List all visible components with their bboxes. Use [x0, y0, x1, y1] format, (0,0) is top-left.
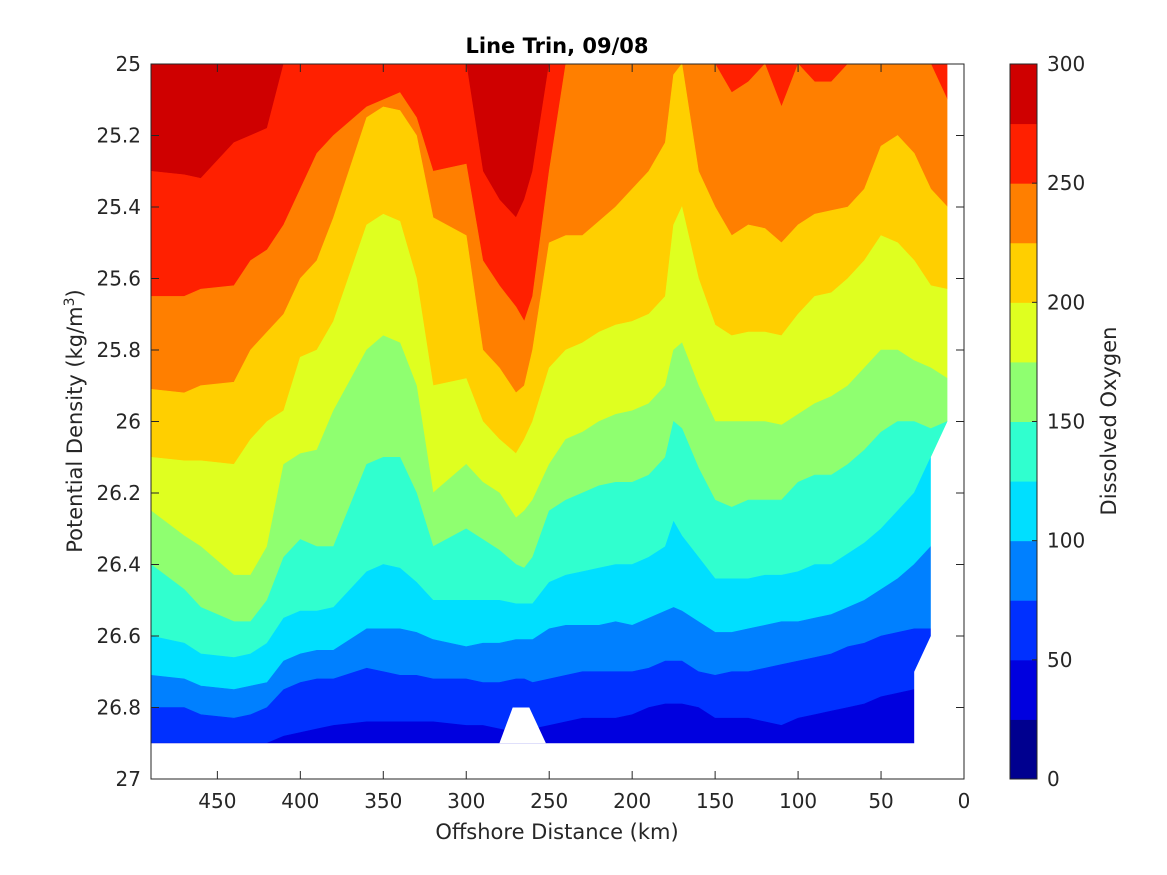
colorbar-swatch — [1010, 361, 1037, 422]
x-tick-label: 400 — [281, 789, 319, 813]
y-tick-label: 26.6 — [96, 624, 141, 648]
y-tick-label: 25.4 — [96, 195, 141, 219]
colorbar-swatch — [1010, 540, 1037, 601]
x-axis: 450 400 350 300 250 200 150 100 50 0 — [198, 64, 970, 813]
colorbar-tick-label: 300 — [1047, 52, 1085, 76]
y-tick-label: 26.4 — [96, 553, 141, 577]
y-tick-label: 25.2 — [96, 124, 141, 148]
colorbar-swatch — [1010, 659, 1037, 720]
x-tick-label: 200 — [613, 789, 651, 813]
colorbar-swatch — [1010, 123, 1037, 184]
no-data-region-bottom — [151, 743, 964, 779]
colorbar-swatch — [1010, 421, 1037, 482]
colorbar-swatch — [1010, 481, 1037, 542]
y-tick-label: 26 — [116, 410, 141, 434]
colorbar-tick-label: 50 — [1047, 648, 1072, 672]
colorbar-swatch — [1010, 719, 1037, 780]
y-tick-label: 25.8 — [96, 338, 141, 362]
colorbar-swatch — [1010, 183, 1037, 244]
colorbar-label: Dissolved Oxygen — [1097, 327, 1121, 516]
y-axis-label: Potential Density (kg/m3) — [62, 289, 87, 553]
x-tick-label: 250 — [530, 789, 568, 813]
y-tick-label: 25.6 — [96, 267, 141, 291]
colorbar-frame — [1009, 63, 1038, 780]
y-axis: 25 25.2 25.4 25.6 25.8 26 26.2 26.4 26.6 26.8 27 — [96, 52, 964, 791]
x-axis-label: Offshore Distance (km) — [435, 820, 678, 844]
y-axis-label-superscript: 3 — [62, 297, 78, 306]
chart-title: Line Trin, 09/08 — [465, 34, 648, 58]
colorbar-tick-label: 100 — [1047, 529, 1085, 553]
x-tick-label: 150 — [696, 789, 734, 813]
y-tick-label: 26.8 — [96, 696, 141, 720]
contour-plot — [151, 64, 964, 779]
y-axis-label-close: ) — [63, 289, 87, 297]
colorbar-swatch — [1010, 600, 1037, 661]
colorbar: 0 50 100 150 200 250 300 — [1010, 52, 1085, 791]
y-tick-label: 25 — [116, 52, 141, 76]
colorbar-swatch — [1010, 302, 1037, 363]
colorbar-tick-label: 200 — [1047, 290, 1085, 314]
no-data-region-coast — [914, 64, 964, 779]
colorbar-tick-label: 150 — [1047, 410, 1085, 434]
y-tick-label: 26.2 — [96, 481, 141, 505]
colorbar-tick-label: 250 — [1047, 171, 1085, 195]
x-tick-label: 0 — [958, 789, 971, 813]
colorbar-tick-label: 0 — [1047, 767, 1060, 791]
x-tick-label: 350 — [364, 789, 402, 813]
y-axis-label-main: Potential Density (kg/m — [63, 306, 87, 552]
colorbar-swatch — [1010, 242, 1037, 303]
x-tick-label: 450 — [198, 789, 236, 813]
colorbar-swatch — [1010, 64, 1037, 125]
y-tick-label: 27 — [116, 767, 141, 791]
x-tick-label: 300 — [447, 789, 485, 813]
contour-band-10 — [151, 64, 948, 219]
x-tick-label: 100 — [779, 789, 817, 813]
no-data-gap — [499, 707, 546, 744]
x-tick-label: 50 — [868, 789, 893, 813]
